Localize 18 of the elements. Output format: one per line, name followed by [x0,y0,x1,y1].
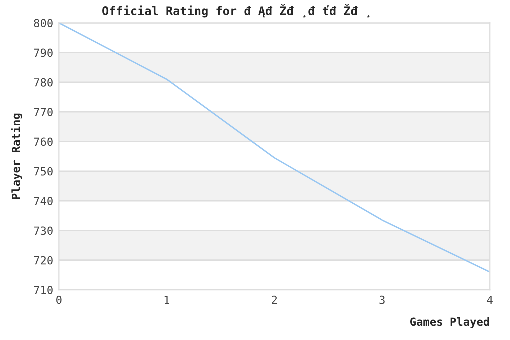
y-tick-label: 770 [34,108,53,116]
y-tick-label: 730 [34,226,53,236]
y-tick-label: 720 [34,256,53,265]
y-axis-title: Player Rating [11,114,22,200]
y-tick-label: 710 [34,286,53,294]
x-tick-label: 2 [272,296,278,304]
x-tick-label: 0 [56,296,62,304]
x-tick-label: 3 [380,296,385,304]
y-tick-label: 780 [34,78,53,87]
y-tick-label: 790 [34,48,53,58]
y-tick-label: 740 [34,197,53,206]
x-tick-label: 4 [487,296,493,304]
x-axis-title: Games Played [410,318,490,328]
y-tick-label: 800 [34,19,53,28]
x-tick-label: 1 [164,296,170,304]
y-tick-label: 760 [34,138,53,146]
y-tick-label: 750 [34,167,53,176]
chart-title: Official Rating for đ Ąđ Žđ ¸đ ťđ Žđ ¸ [102,4,370,18]
